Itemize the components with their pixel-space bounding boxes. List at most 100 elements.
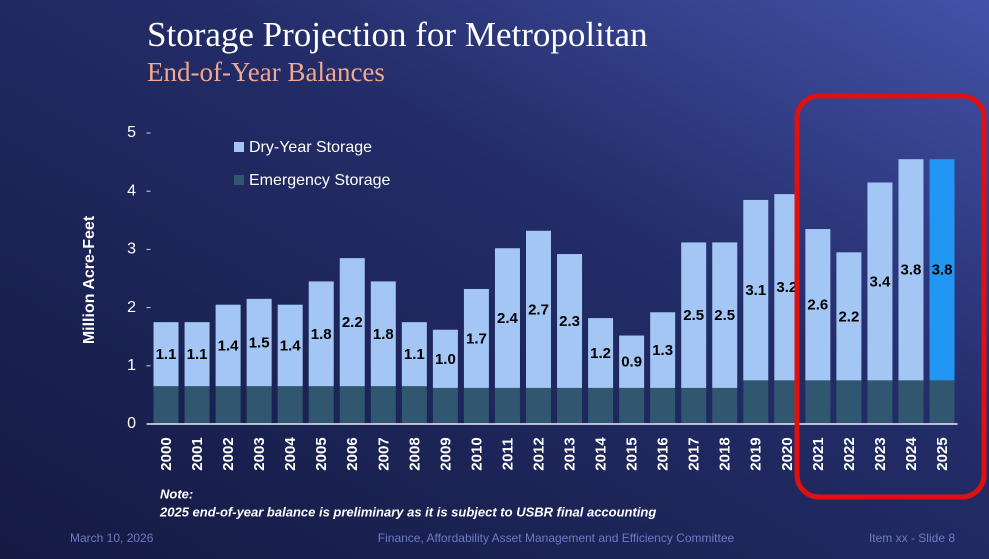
bar-segment <box>277 304 303 387</box>
bar-segment <box>215 304 241 387</box>
bar-segment <box>712 387 738 424</box>
x-tick-label: 2004 <box>282 437 299 471</box>
x-tick-label: 2024 <box>903 437 920 471</box>
x-tick-label: 2011 <box>499 438 516 471</box>
x-tick-label: 2019 <box>748 437 765 470</box>
chart-subtitle: End-of-Year Balances <box>147 57 385 87</box>
footer-committee: Finance, Affordability Asset Management … <box>378 531 735 545</box>
value-label: 1.5 <box>249 334 270 351</box>
value-label: 3.8 <box>901 262 922 279</box>
bar-segment <box>681 387 707 424</box>
bar-segment <box>712 242 738 388</box>
value-label: 1.1 <box>156 346 177 363</box>
value-label: 2.2 <box>342 314 363 331</box>
bar-segment <box>836 252 862 381</box>
x-tick-label: 2001 <box>189 437 206 470</box>
y-tick-label: 1 <box>127 357 136 374</box>
x-tick-label: 2020 <box>779 437 796 470</box>
value-label: 1.4 <box>280 337 302 354</box>
y-tick-label: 4 <box>127 182 136 199</box>
value-label: 1.2 <box>590 345 611 362</box>
bar-segment <box>805 380 831 424</box>
bar-segment <box>401 386 427 424</box>
x-tick-label: 2012 <box>530 437 547 470</box>
x-tick-label: 2014 <box>593 437 610 471</box>
bar-segment <box>588 318 614 388</box>
x-tick-label: 2010 <box>468 437 485 470</box>
value-label: 3.4 <box>870 273 892 290</box>
highlight-box <box>794 93 987 500</box>
value-label: 1.1 <box>187 346 208 363</box>
x-tick-label: 2006 <box>344 437 361 470</box>
bar-segment <box>432 387 458 424</box>
y-tick-label: 5 <box>127 124 136 141</box>
x-tick-label: 2000 <box>158 437 175 470</box>
bar-segment <box>619 335 645 388</box>
value-label: 1.7 <box>466 330 487 347</box>
value-label: 0.9 <box>621 354 642 371</box>
x-tick-label: 2003 <box>251 437 268 470</box>
y-tick-label: 2 <box>127 299 136 316</box>
bar-segment <box>494 387 520 424</box>
footer-slide: Item xx - Slide 8 <box>869 531 955 545</box>
legend-label: Dry-Year Storage <box>249 139 372 156</box>
value-label: 3.1 <box>745 282 766 299</box>
y-tick-label: 0 <box>127 415 136 432</box>
x-tick-label: 2009 <box>437 437 454 470</box>
value-label: 1.8 <box>311 326 332 343</box>
bar-segment <box>650 312 676 388</box>
bar-segment <box>805 229 831 381</box>
x-tick-label: 2013 <box>562 437 579 470</box>
bar-segment <box>929 159 955 381</box>
bar-segment <box>370 281 396 387</box>
value-label: 3.8 <box>932 262 953 279</box>
bar-segment <box>401 322 427 387</box>
bar-segment <box>339 258 365 387</box>
bar-segment <box>215 386 241 424</box>
note-title: Note: <box>160 486 193 501</box>
bar-segment <box>867 182 893 381</box>
x-tick-label: 2022 <box>841 437 858 470</box>
bar-segment <box>184 322 210 387</box>
value-label: 2.5 <box>714 307 735 324</box>
bar-segment <box>743 380 769 424</box>
legend-swatch <box>234 142 244 152</box>
bar-segment <box>308 281 334 387</box>
bar-segment <box>494 248 520 388</box>
value-label: 1.0 <box>435 351 456 368</box>
bar-segment <box>929 380 955 424</box>
y-axis-label: Million Acre-Feet <box>81 215 98 344</box>
x-tick-label: 2023 <box>872 437 889 470</box>
bar-segment <box>184 386 210 424</box>
footer-date: March 10, 2026 <box>70 531 154 545</box>
x-tick-label: 2016 <box>655 437 672 470</box>
bar-segment <box>463 288 489 388</box>
bar-segment <box>153 322 179 387</box>
legend-swatch <box>234 175 244 185</box>
bar-segment <box>339 386 365 424</box>
x-tick-label: 2018 <box>717 437 734 470</box>
value-label: 1.1 <box>404 346 425 363</box>
x-tick-label: 2025 <box>934 437 951 470</box>
value-label: 2.4 <box>497 310 519 327</box>
bar-segment <box>898 380 924 424</box>
bar-segment <box>619 387 645 424</box>
bar-segment <box>246 298 272 387</box>
y-tick-label: 3 <box>127 241 136 258</box>
value-label: 2.5 <box>683 307 704 324</box>
bar-segment <box>898 159 924 381</box>
bar-segment <box>557 387 583 424</box>
value-label: 2.3 <box>559 313 580 330</box>
bar-segment <box>277 386 303 424</box>
x-tick-label: 2002 <box>220 437 237 470</box>
plot: 0 1 2 3 4 5 1.1 2000 1.1 2001 1.4 2002 1.5 2003 1.4 200… <box>127 124 958 471</box>
bar-segment <box>650 387 676 424</box>
bar-segment <box>867 380 893 424</box>
x-tick-label: 2015 <box>624 437 641 470</box>
value-label: 2.7 <box>528 301 549 318</box>
note: 2025 end-of-year balance is preliminary … <box>159 504 656 519</box>
chart-title: Storage Projection for Metropolitan <box>147 15 648 54</box>
x-tick-label: 2005 <box>313 437 330 470</box>
value-label: 1.3 <box>652 342 673 359</box>
